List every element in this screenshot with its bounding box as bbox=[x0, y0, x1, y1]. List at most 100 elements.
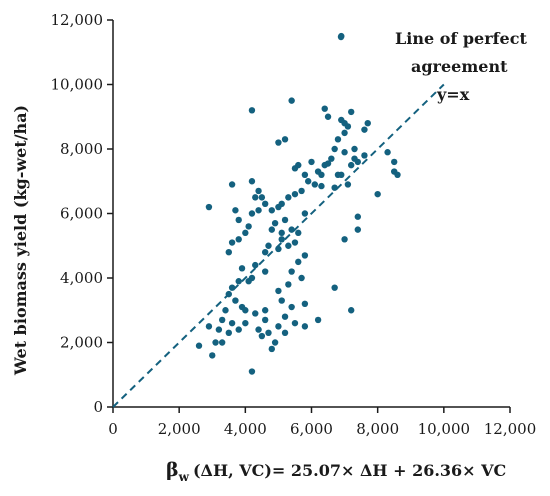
y-tick-label: 12,000 bbox=[51, 11, 104, 29]
data-point bbox=[281, 313, 289, 320]
legend-label-line-2: agreement bbox=[411, 57, 508, 76]
data-point bbox=[268, 345, 275, 353]
data-point bbox=[255, 207, 262, 214]
data-point bbox=[205, 203, 213, 211]
data-point bbox=[271, 339, 279, 346]
data-point bbox=[261, 249, 269, 256]
data-point bbox=[235, 278, 242, 285]
x-axis-label-subscript: w bbox=[178, 470, 190, 484]
data-point bbox=[304, 178, 312, 185]
data-point bbox=[281, 329, 289, 337]
data-point bbox=[248, 178, 256, 185]
y-tick-label: 4,000 bbox=[60, 269, 103, 287]
data-point bbox=[261, 200, 269, 208]
data-point bbox=[291, 165, 299, 172]
data-point bbox=[205, 323, 213, 330]
data-points bbox=[195, 32, 401, 375]
x-tick-label: 6,000 bbox=[290, 420, 333, 438]
data-point bbox=[278, 229, 285, 237]
data-point bbox=[291, 319, 299, 327]
data-point bbox=[341, 236, 348, 243]
data-point bbox=[235, 236, 242, 243]
data-point bbox=[291, 190, 299, 198]
data-point bbox=[225, 329, 232, 337]
data-point bbox=[301, 210, 309, 217]
data-point bbox=[301, 171, 309, 178]
data-point bbox=[288, 97, 295, 104]
data-point bbox=[248, 210, 256, 217]
data-point bbox=[278, 297, 285, 304]
data-point bbox=[354, 213, 362, 220]
x-axis-ticks: 0 2,000 4,000 6,000 8,000 10,000 12,000 bbox=[108, 407, 536, 438]
y-tick-label: 8,000 bbox=[60, 140, 103, 158]
data-point bbox=[228, 239, 236, 246]
data-point bbox=[351, 145, 358, 153]
data-point bbox=[275, 323, 282, 330]
data-point bbox=[301, 323, 309, 330]
data-point bbox=[232, 207, 239, 214]
data-point bbox=[374, 190, 381, 198]
data-point bbox=[334, 171, 342, 178]
data-point bbox=[268, 207, 275, 214]
data-point bbox=[222, 307, 229, 314]
data-point bbox=[348, 108, 355, 116]
data-point bbox=[348, 307, 355, 314]
data-point bbox=[225, 249, 232, 256]
x-tick-label: 2,000 bbox=[158, 420, 201, 438]
data-point bbox=[321, 161, 328, 169]
data-point bbox=[245, 278, 252, 285]
data-point bbox=[195, 342, 203, 349]
data-point bbox=[258, 194, 266, 201]
x-tick-label: 12,000 bbox=[484, 420, 537, 438]
data-point bbox=[228, 284, 236, 291]
data-point bbox=[361, 126, 368, 133]
data-point bbox=[245, 223, 252, 230]
data-point bbox=[225, 290, 232, 298]
data-point bbox=[275, 139, 282, 146]
data-point bbox=[258, 332, 266, 340]
data-point bbox=[209, 352, 216, 359]
data-point bbox=[261, 307, 269, 314]
data-point bbox=[218, 316, 226, 324]
data-point bbox=[384, 149, 391, 156]
legend-annotation: Line of perfect agreement y=x bbox=[337, 29, 527, 104]
data-point bbox=[288, 303, 295, 311]
data-point bbox=[321, 105, 328, 112]
y-tick-label: 10,000 bbox=[51, 76, 104, 94]
x-tick-label: 4,000 bbox=[224, 420, 267, 438]
data-point bbox=[232, 297, 239, 304]
data-point bbox=[242, 319, 249, 327]
x-axis-label: βw (ΔH, VC)= 25.07× ΔH + 26.36× VC bbox=[166, 459, 506, 484]
data-point bbox=[351, 155, 358, 162]
data-point bbox=[394, 171, 401, 178]
data-point bbox=[331, 145, 338, 153]
data-point bbox=[288, 226, 295, 233]
x-tick-label: 8,000 bbox=[356, 420, 399, 438]
data-point bbox=[248, 107, 256, 114]
data-point bbox=[238, 265, 246, 272]
data-point bbox=[228, 319, 236, 327]
data-point bbox=[298, 274, 305, 282]
data-point bbox=[265, 242, 272, 249]
data-point bbox=[318, 182, 325, 190]
data-point bbox=[255, 187, 262, 195]
data-point bbox=[295, 229, 302, 237]
y-axis-label: Wet biomass yield (kg-wet/ha) bbox=[11, 105, 30, 376]
y-tick-label: 0 bbox=[93, 398, 103, 416]
data-point bbox=[301, 300, 309, 307]
data-point bbox=[252, 194, 259, 201]
y-tick-label: 2,000 bbox=[60, 334, 103, 352]
data-point bbox=[285, 281, 292, 288]
data-point bbox=[331, 184, 338, 191]
line-of-perfect-agreement bbox=[112, 83, 445, 408]
data-point bbox=[348, 161, 355, 169]
x-tick-label: 10,000 bbox=[418, 420, 471, 438]
y-axis-ticks: 0 2,000 4,000 6,000 8,000 10,000 12,000 bbox=[51, 11, 113, 416]
data-point bbox=[324, 113, 332, 120]
data-point bbox=[235, 326, 242, 333]
data-point bbox=[215, 326, 223, 333]
data-point bbox=[391, 158, 398, 166]
data-point bbox=[252, 310, 259, 317]
data-point bbox=[311, 181, 319, 188]
